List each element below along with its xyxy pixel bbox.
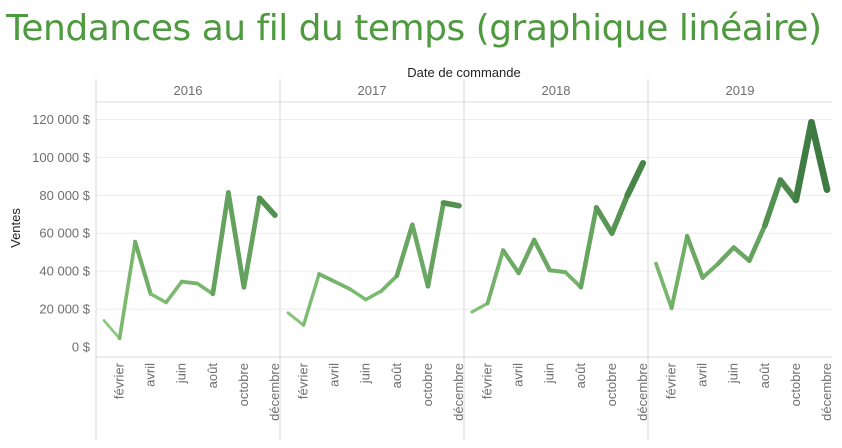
line-segment: [669, 234, 690, 311]
x-tick-label: juin: [726, 363, 741, 384]
line-segment: [301, 272, 321, 327]
x-tick-label: avril: [143, 363, 158, 387]
x-tick-label: décembre: [267, 363, 282, 421]
x-tick-label: août: [757, 363, 772, 389]
line-segment: [470, 301, 490, 314]
line-segment: [102, 319, 121, 340]
x-tick-label: octobre: [236, 363, 251, 406]
panel-year-label: 2019: [726, 83, 755, 98]
line-segment: [547, 268, 568, 275]
line-segment: [363, 289, 384, 302]
line-segment: [578, 205, 599, 290]
line-segment: [792, 119, 815, 204]
x-tick-label: août: [573, 363, 588, 389]
line-segment: [379, 274, 399, 293]
line-segment: [425, 200, 446, 289]
x-tick-label: décembre: [819, 363, 834, 421]
x-tick-label: juin: [542, 363, 557, 384]
x-tick-label: avril: [511, 363, 526, 387]
panel-year-label: 2016: [174, 83, 203, 98]
y-tick-label: 80 000 $: [39, 188, 90, 203]
x-tick-label: octobre: [604, 363, 619, 406]
line-segment: [133, 239, 153, 296]
x-tick-label: février: [112, 362, 127, 399]
line-segment: [563, 270, 583, 290]
line-segment: [225, 190, 247, 290]
x-tick-label: avril: [695, 363, 710, 387]
line-segment: [148, 292, 168, 305]
line-segment: [593, 205, 615, 236]
line-segment: [700, 261, 721, 280]
x-tick-label: octobre: [420, 363, 435, 406]
chart-title: Tendances au fil du temps (graphique lin…: [6, 8, 822, 49]
x-tick-label: février: [296, 362, 311, 399]
line-segment: [715, 245, 736, 266]
line-segment: [241, 195, 262, 290]
y-tick-label: 60 000 $: [39, 226, 90, 241]
x-tick-label: août: [389, 363, 404, 389]
line-segment: [348, 287, 368, 302]
line-segment: [332, 279, 353, 292]
line-segment: [485, 248, 506, 306]
x-tick-label: juin: [174, 363, 189, 384]
line-segment: [440, 200, 462, 209]
x-tick-label: octobre: [788, 363, 803, 406]
line-segment: [762, 177, 784, 229]
y-tick-label: 100 000 $: [32, 150, 91, 165]
line-segment: [516, 237, 537, 276]
y-tick-label: 20 000 $: [39, 302, 90, 317]
line-segment: [286, 311, 306, 327]
line-segment: [317, 272, 337, 284]
line-segment: [654, 261, 674, 310]
x-tick-label: décembre: [635, 363, 650, 421]
x-tick-label: avril: [327, 363, 342, 387]
panel-year-label: 2017: [358, 83, 387, 98]
line-segment: [256, 195, 278, 219]
line-segment: [500, 248, 521, 276]
x-tick-label: décembre: [451, 363, 466, 421]
y-tick-label: 120 000 $: [32, 112, 91, 127]
line-segment: [394, 222, 415, 279]
line-segment: [808, 118, 831, 193]
x-tick-label: février: [480, 362, 495, 399]
line-segment: [117, 239, 137, 341]
y-tick-label: 40 000 $: [39, 264, 90, 279]
x-tick-label: août: [205, 363, 220, 389]
line-segment: [746, 223, 768, 264]
x-tick-label: février: [664, 362, 679, 399]
line-segment: [531, 237, 552, 273]
line-segment: [164, 279, 184, 305]
line-segment: [624, 159, 647, 199]
y-tick-label: 0 $: [72, 340, 91, 355]
line-segment: [179, 279, 200, 286]
x-tick-label: juin: [358, 363, 373, 384]
x-axis-title: Date de commande: [407, 65, 520, 80]
line-segment: [210, 190, 231, 297]
line-segment: [410, 222, 431, 289]
panel-year-label: 2018: [542, 83, 571, 98]
line-segment: [684, 233, 705, 280]
line-segment: [731, 245, 752, 263]
line-segment: [195, 281, 215, 296]
y-axis-title: Ventes: [8, 208, 23, 248]
line-segment: [609, 192, 631, 236]
